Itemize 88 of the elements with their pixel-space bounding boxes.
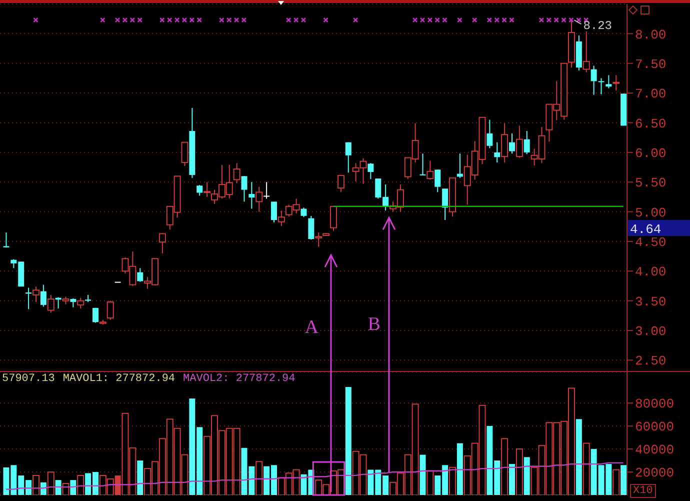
y-tick-label: 8.00 — [635, 27, 666, 42]
bar — [55, 480, 62, 495]
candlestick — [308, 215, 314, 240]
candlestick — [256, 186, 263, 212]
y-tick-label: 3.50 — [635, 294, 666, 310]
bar — [47, 472, 54, 495]
annotation: 57907.13 — [2, 373, 55, 385]
candlestick — [204, 182, 211, 198]
annotation: MAVOL1: 277872.94 — [62, 373, 176, 385]
annotation: MAVOL2: 277872.94 — [183, 373, 296, 385]
candlestick — [32, 286, 40, 302]
bar — [456, 443, 463, 495]
candlestick — [598, 78, 604, 95]
bar — [32, 474, 40, 495]
candlestick — [106, 300, 114, 320]
y-tick-label: 7.50 — [635, 56, 666, 72]
candlestick — [158, 232, 166, 254]
candlestick — [196, 184, 203, 196]
candlestick — [516, 125, 523, 158]
candlestick — [612, 74, 620, 92]
y-tick-label: 2.50 — [635, 354, 666, 369]
candlestick — [337, 175, 344, 193]
candlestick — [524, 130, 530, 155]
text: X10 — [630, 484, 656, 498]
line-series — [5, 462, 624, 490]
candlestick — [77, 297, 84, 309]
annotation: A — [304, 317, 319, 338]
bar — [508, 464, 515, 495]
bar — [40, 482, 46, 495]
y-tick-label: 60000 — [635, 420, 674, 435]
candlestick — [233, 162, 240, 184]
y-tick-label: 6.50 — [635, 116, 666, 132]
candlestick — [248, 182, 255, 210]
y-tick-label: 5.50 — [635, 176, 666, 191]
candlestick — [486, 119, 493, 149]
bar — [620, 465, 627, 495]
bar — [516, 448, 523, 495]
y-tick-label: 80000 — [635, 396, 674, 412]
candlestick — [264, 182, 270, 200]
bar — [426, 470, 434, 495]
annotation: B — [368, 314, 380, 335]
candlestick — [137, 268, 144, 282]
bar — [582, 442, 590, 495]
y-tick-label: 5.00 — [635, 205, 666, 220]
bar — [501, 438, 508, 495]
bar — [137, 460, 144, 495]
bar — [77, 474, 84, 495]
bar — [612, 469, 620, 495]
bar — [345, 386, 352, 495]
candlestick — [434, 169, 441, 193]
candlestick — [241, 176, 248, 202]
y-tick-label: 4.00 — [635, 264, 666, 280]
candlestick — [426, 160, 434, 180]
candlestick — [181, 142, 188, 167]
bar — [524, 457, 530, 495]
candlestick — [315, 232, 322, 248]
candlestick — [508, 132, 515, 154]
candlestick — [590, 65, 597, 96]
candlestick — [92, 307, 98, 324]
candlestick — [442, 188, 448, 221]
y-tick-label: 6.00 — [635, 146, 666, 161]
candlestick — [40, 284, 46, 308]
y-tick-label: 20000 — [635, 466, 674, 481]
y-tick-label: 7.00 — [635, 86, 666, 102]
bar — [256, 461, 263, 495]
bar — [448, 466, 456, 495]
candlestick — [345, 142, 352, 174]
candlestick — [47, 294, 54, 314]
bar — [70, 480, 76, 495]
candlestick — [368, 162, 374, 180]
candlestick — [270, 201, 277, 223]
candlestick — [3, 232, 10, 248]
candlestick — [582, 30, 590, 73]
candlestick — [278, 210, 285, 226]
candlestick — [420, 153, 426, 176]
bar — [420, 454, 426, 495]
y-tick-label: 3.00 — [635, 324, 666, 340]
bar — [576, 419, 582, 495]
text: 4.64 — [630, 222, 662, 237]
annotation: 8.23 — [583, 19, 612, 34]
candlestick — [330, 206, 337, 232]
y-tick-label: 4.50 — [635, 235, 666, 250]
y-tick-label: 40000 — [635, 442, 674, 458]
candlestick — [300, 207, 307, 218]
candlestick — [494, 142, 500, 163]
candlestick — [501, 122, 508, 163]
candlestick — [606, 74, 612, 89]
bar — [62, 483, 70, 495]
